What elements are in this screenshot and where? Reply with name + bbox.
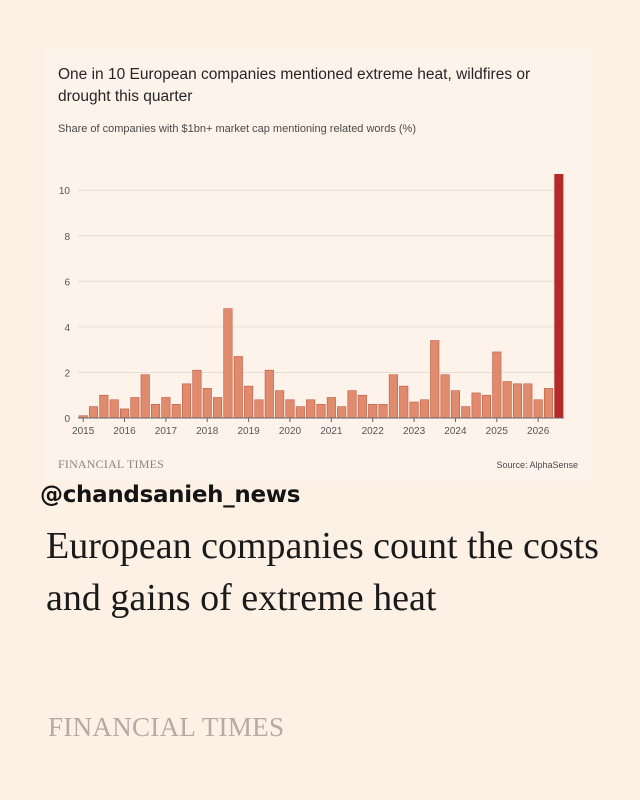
bar xyxy=(502,381,512,419)
bar xyxy=(140,374,150,419)
x-tick-label: 2017 xyxy=(155,426,178,437)
bar xyxy=(450,390,460,419)
bar xyxy=(316,404,326,419)
bar xyxy=(88,406,99,419)
x-tick-label: 2026 xyxy=(527,426,550,437)
y-tick-label: 8 xyxy=(64,232,70,243)
bar xyxy=(409,401,419,419)
x-tick-label: 2021 xyxy=(320,426,343,437)
bar xyxy=(192,369,202,419)
bar xyxy=(533,399,543,419)
chart-source: Source: AlphaSense xyxy=(496,460,578,470)
x-tick-label: 2019 xyxy=(237,426,260,437)
bar xyxy=(399,385,409,419)
bar xyxy=(440,374,450,419)
bar xyxy=(182,383,192,419)
bar xyxy=(481,394,491,419)
bar xyxy=(492,351,502,419)
y-tick-label: 6 xyxy=(64,277,70,288)
bar xyxy=(461,406,471,419)
x-tick-label: 2018 xyxy=(196,426,219,437)
y-tick-label: 4 xyxy=(64,323,70,334)
bar xyxy=(419,399,429,419)
chart-subtitle: Share of companies with $1bn+ market cap… xyxy=(58,123,416,135)
chart-title: One in 10 European companies mentioned e… xyxy=(58,66,531,105)
bar xyxy=(543,388,554,419)
bar xyxy=(161,397,171,419)
x-tick-label: 2020 xyxy=(279,426,302,437)
bar xyxy=(285,399,295,419)
bar xyxy=(99,394,109,419)
bar xyxy=(213,397,223,419)
x-tick-label: 2025 xyxy=(486,426,509,437)
y-tick-label: 2 xyxy=(64,368,70,379)
ft-logo-large: FINANCIAL TIMES xyxy=(48,712,285,742)
x-tick-label: 2015 xyxy=(72,426,95,437)
bar xyxy=(130,397,140,419)
bar xyxy=(171,404,181,419)
x-tick-label: 2023 xyxy=(403,426,426,437)
bar xyxy=(233,356,243,419)
ft-logo-small: FINANCIAL TIMES xyxy=(58,457,165,471)
bar xyxy=(368,404,378,419)
bar xyxy=(430,340,440,419)
bar xyxy=(244,385,254,419)
x-tick-label: 2022 xyxy=(362,426,385,437)
bar xyxy=(357,394,367,419)
y-tick-label: 0 xyxy=(64,414,70,425)
bar xyxy=(264,369,274,419)
y-tick-label: 10 xyxy=(59,186,71,197)
bar xyxy=(202,388,212,419)
bar xyxy=(295,406,305,419)
bar xyxy=(337,406,347,419)
bar xyxy=(471,392,481,419)
bar xyxy=(109,399,119,419)
bar xyxy=(254,399,264,419)
bar xyxy=(306,399,316,419)
bar xyxy=(223,308,233,419)
bar xyxy=(275,390,285,419)
bar xyxy=(388,374,398,419)
bar xyxy=(554,173,564,419)
bar xyxy=(378,404,388,419)
headline: European companies count the costs and g… xyxy=(46,525,599,619)
bar xyxy=(151,404,161,419)
x-tick-label: 2016 xyxy=(113,426,136,437)
channel-handle: @chandsanieh_news xyxy=(40,482,301,508)
bar xyxy=(347,390,357,419)
bar xyxy=(326,397,336,419)
x-tick-label: 2024 xyxy=(444,426,467,437)
bar xyxy=(119,408,130,419)
bar xyxy=(523,383,533,419)
bar xyxy=(512,383,523,419)
